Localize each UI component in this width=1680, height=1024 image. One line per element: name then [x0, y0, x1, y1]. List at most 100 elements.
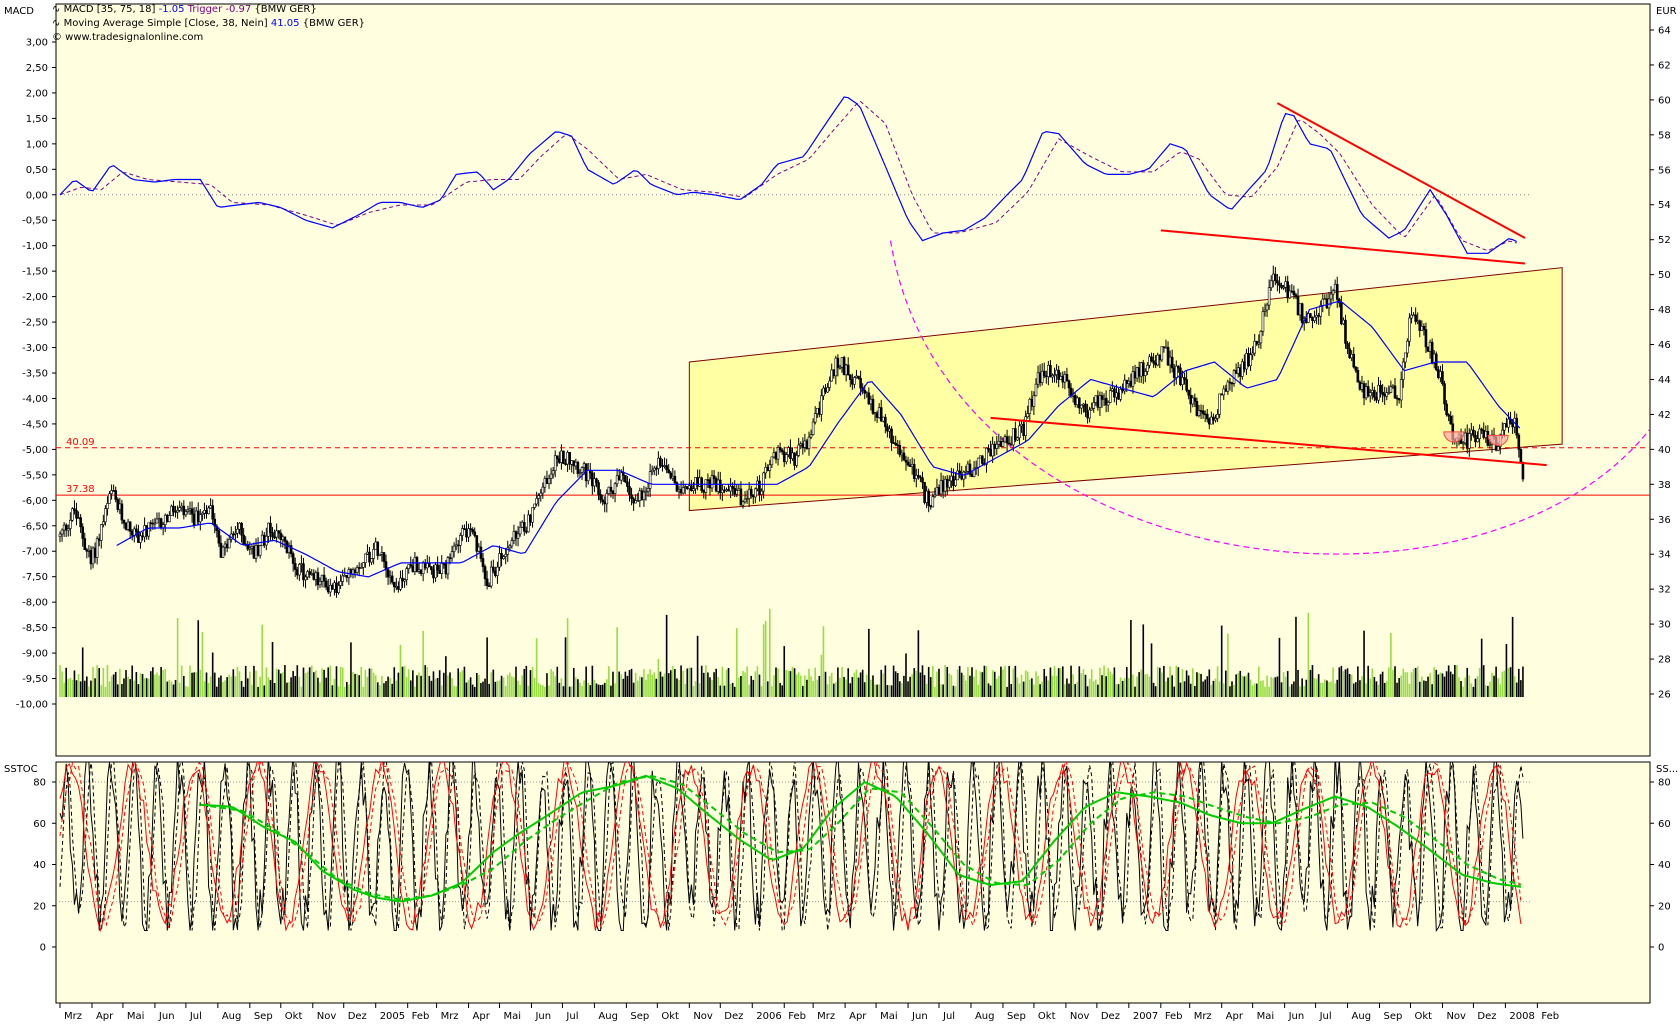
volume-bar: [626, 675, 629, 697]
legend-ma-prefix: Moving Average Simple [Close, 38, Nein]: [63, 18, 268, 29]
volume-bar: [1400, 675, 1402, 697]
volume-bar: [721, 666, 724, 697]
volume-bar: [603, 682, 606, 697]
volume-bar: [888, 684, 891, 697]
price-candle-body: [1230, 382, 1234, 385]
volume-bar: [665, 614, 668, 697]
volume-bar: [412, 670, 414, 697]
volume-bar: [898, 681, 901, 697]
volume-bar: [911, 674, 913, 697]
volume-bar: [1239, 670, 1242, 697]
price-candle-body: [132, 528, 136, 536]
volume-bar: [426, 667, 429, 697]
price-candle-body: [1449, 415, 1453, 425]
price-candle-body: [772, 452, 776, 458]
price-candle-body: [1125, 379, 1129, 384]
x-tick-label: Sep: [254, 1011, 273, 1022]
volume-bar: [121, 684, 123, 697]
price-candle-body: [219, 542, 223, 558]
price-candle-body: [1307, 313, 1310, 323]
price-candle-body: [1317, 315, 1320, 317]
price-candle-body: [452, 545, 456, 552]
price-candle-body: [1257, 342, 1261, 345]
price-candle-body: [417, 569, 421, 572]
volume-bar: [731, 682, 734, 697]
price-candle-body: [989, 449, 992, 457]
volume-bar: [1031, 678, 1033, 697]
volume-bar: [379, 685, 381, 697]
volume-bar: [1381, 671, 1384, 697]
price-candle-body: [615, 475, 619, 485]
volume-bar: [663, 673, 666, 697]
volume-bar: [424, 665, 427, 697]
volume-bar: [544, 686, 546, 697]
volume-bar: [958, 666, 961, 697]
copyright-text: © www.tradesignalonline.com: [52, 32, 204, 43]
volume-bar: [312, 672, 315, 697]
price-candle-body: [1098, 395, 1102, 408]
price-candle-body: [1090, 408, 1093, 411]
volume-bar: [405, 677, 408, 697]
price-candle-body: [149, 522, 153, 525]
volume-bar: [977, 684, 980, 697]
price-candle-body: [1342, 319, 1345, 325]
volume-bar: [1328, 682, 1330, 697]
volume-bar: [1468, 675, 1471, 697]
y-tick-label: 60: [33, 819, 46, 830]
volume-bar: [983, 665, 986, 697]
price-candle-body: [954, 479, 957, 486]
price-candle-body: [1172, 367, 1176, 378]
volume-bar: [884, 665, 887, 697]
price-candle-body: [1430, 341, 1434, 364]
price-candle-body: [1121, 389, 1124, 392]
volume-bar: [973, 676, 975, 697]
volume-bar: [1385, 681, 1388, 697]
volume-bar: [709, 677, 711, 697]
volume-bar: [1039, 684, 1041, 697]
price-candle-body: [1148, 356, 1151, 366]
volume-bar: [279, 673, 282, 697]
price-candle-body: [626, 481, 629, 487]
volume-bar: [1229, 686, 1231, 697]
volume-bar: [589, 685, 592, 697]
volume-bar: [116, 684, 119, 697]
price-candle-body: [211, 505, 214, 520]
volume-bar: [744, 672, 746, 697]
y-tick-label: 42: [1658, 410, 1671, 421]
price-candle-body: [832, 369, 836, 377]
volume-bar: [321, 668, 323, 697]
volume-bar: [199, 669, 202, 697]
volume-bar: [1264, 686, 1266, 697]
volume-bar: [1363, 630, 1365, 697]
volume-bar: [434, 678, 437, 697]
price-candle-body: [1022, 423, 1025, 436]
price-candle-body: [1049, 365, 1052, 378]
volume-bar: [234, 676, 237, 697]
price-candle-body: [1348, 348, 1351, 359]
volume-bar: [880, 669, 883, 697]
volume-bars: [59, 608, 1524, 697]
volume-bar: [242, 686, 245, 697]
volume-bar: [1495, 666, 1497, 697]
price-candle-body: [339, 581, 342, 586]
price-candle-body: [731, 486, 734, 489]
volume-bar: [1138, 672, 1140, 697]
volume-bar: [1344, 669, 1347, 697]
volume-bar: [981, 672, 984, 697]
price-candle-body: [702, 490, 706, 493]
legend-ma: ∿ Moving Average Simple [Close, 38, Nein…: [52, 17, 365, 31]
price-candle-body: [62, 524, 66, 531]
y-tick-label: 56: [1658, 165, 1671, 176]
price-candle-body: [370, 558, 373, 563]
price-candle-body: [419, 569, 423, 575]
price-candle-body: [795, 455, 798, 466]
volume-bar: [207, 683, 210, 697]
volume-bar: [154, 674, 156, 697]
price-candle-body: [815, 407, 819, 414]
volume-bar: [1402, 668, 1405, 697]
price-candle-body: [749, 488, 753, 496]
volume-bar: [1076, 682, 1079, 697]
x-tick-label: 2006: [756, 1011, 781, 1022]
